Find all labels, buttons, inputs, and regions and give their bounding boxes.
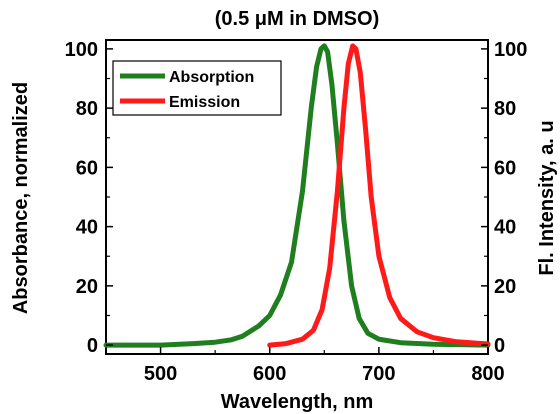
y-tick-label-left: 0 bbox=[87, 335, 98, 357]
y-tick-label-right: 20 bbox=[494, 276, 516, 298]
y-axis-label-right: Fl. Intensity, a. u bbox=[536, 120, 558, 275]
y-tick-label-left: 40 bbox=[76, 217, 98, 239]
x-tick-label: 600 bbox=[253, 363, 286, 385]
y-tick-label-left: 20 bbox=[76, 276, 98, 298]
x-tick-label: 800 bbox=[471, 363, 504, 385]
x-tick-label: 500 bbox=[144, 363, 177, 385]
x-axis-label: Wavelength, nm bbox=[221, 391, 374, 413]
legend-label-emission: Emission bbox=[169, 94, 240, 111]
series-line-absorption bbox=[103, 43, 491, 348]
y-tick-label-right: 60 bbox=[494, 157, 516, 179]
legend: Absorption Emission bbox=[112, 60, 282, 116]
y-tick-label-left: 80 bbox=[76, 98, 98, 120]
y-tick-label-right: 80 bbox=[494, 98, 516, 120]
series-layer bbox=[103, 43, 491, 348]
y-tick-label-left: 60 bbox=[76, 157, 98, 179]
x-tick-label: 700 bbox=[362, 363, 395, 385]
legend-label-absorption: Absorption bbox=[169, 69, 254, 86]
chart-title: (0.5 μM in DMSO) bbox=[215, 8, 379, 30]
y-tick-label-left: 100 bbox=[65, 39, 98, 61]
y-axis-label-left: Absorbance, normalized bbox=[10, 82, 32, 314]
series-line-emission bbox=[267, 43, 491, 348]
y-tick-label-right: 40 bbox=[494, 217, 516, 239]
y-tick-label-right: 0 bbox=[494, 335, 505, 357]
legend-box bbox=[112, 60, 282, 116]
ticks-layer: 500 600 700 800 0 0 20 20 40 40 60 60 80 80 100 100 bbox=[65, 39, 528, 385]
y-tick-label-right: 100 bbox=[494, 39, 527, 61]
